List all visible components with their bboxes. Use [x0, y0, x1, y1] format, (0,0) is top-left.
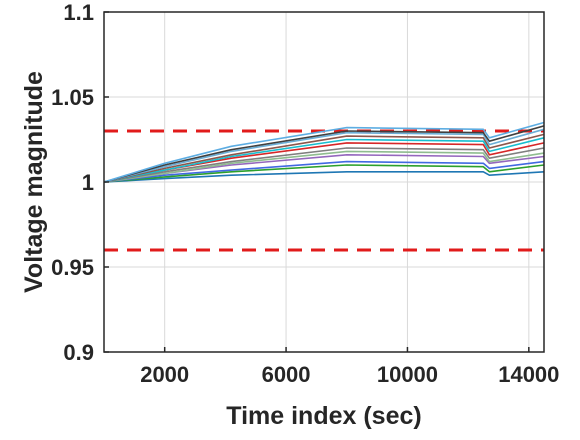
x-tick-label: 10000 [377, 362, 438, 387]
y-tick-label: 0.95 [51, 255, 94, 280]
series-line-8 [103, 137, 545, 183]
x-tick-label: 2000 [140, 362, 189, 387]
x-axis-label: Time index (sec) [226, 402, 421, 430]
y-axis-label: Voltage magnitude [20, 71, 48, 293]
y-tick-label: 0.9 [63, 340, 94, 365]
series-line-10 [103, 128, 545, 183]
series-line-2 [103, 164, 545, 183]
series-line-11 [103, 125, 545, 183]
series-line-9 [103, 133, 545, 183]
y-tick-label: 1 [82, 170, 94, 195]
series-line-1 [103, 171, 545, 183]
series-line-6 [103, 147, 545, 183]
x-axis-ticks: 2000 6000 10000 14000 [140, 347, 559, 387]
y-tick-label: 1.05 [51, 85, 94, 110]
y-tick-label: 1.1 [63, 0, 94, 25]
x-tick-label: 14000 [498, 362, 559, 387]
series-line-12 [103, 121, 545, 183]
series-lines [103, 121, 545, 183]
y-axis-ticks: 0.9 0.95 1 1.05 1.1 [51, 0, 109, 365]
series-line-3 [103, 160, 545, 183]
x-tick-label: 6000 [262, 362, 311, 387]
series-line-5 [103, 150, 545, 183]
